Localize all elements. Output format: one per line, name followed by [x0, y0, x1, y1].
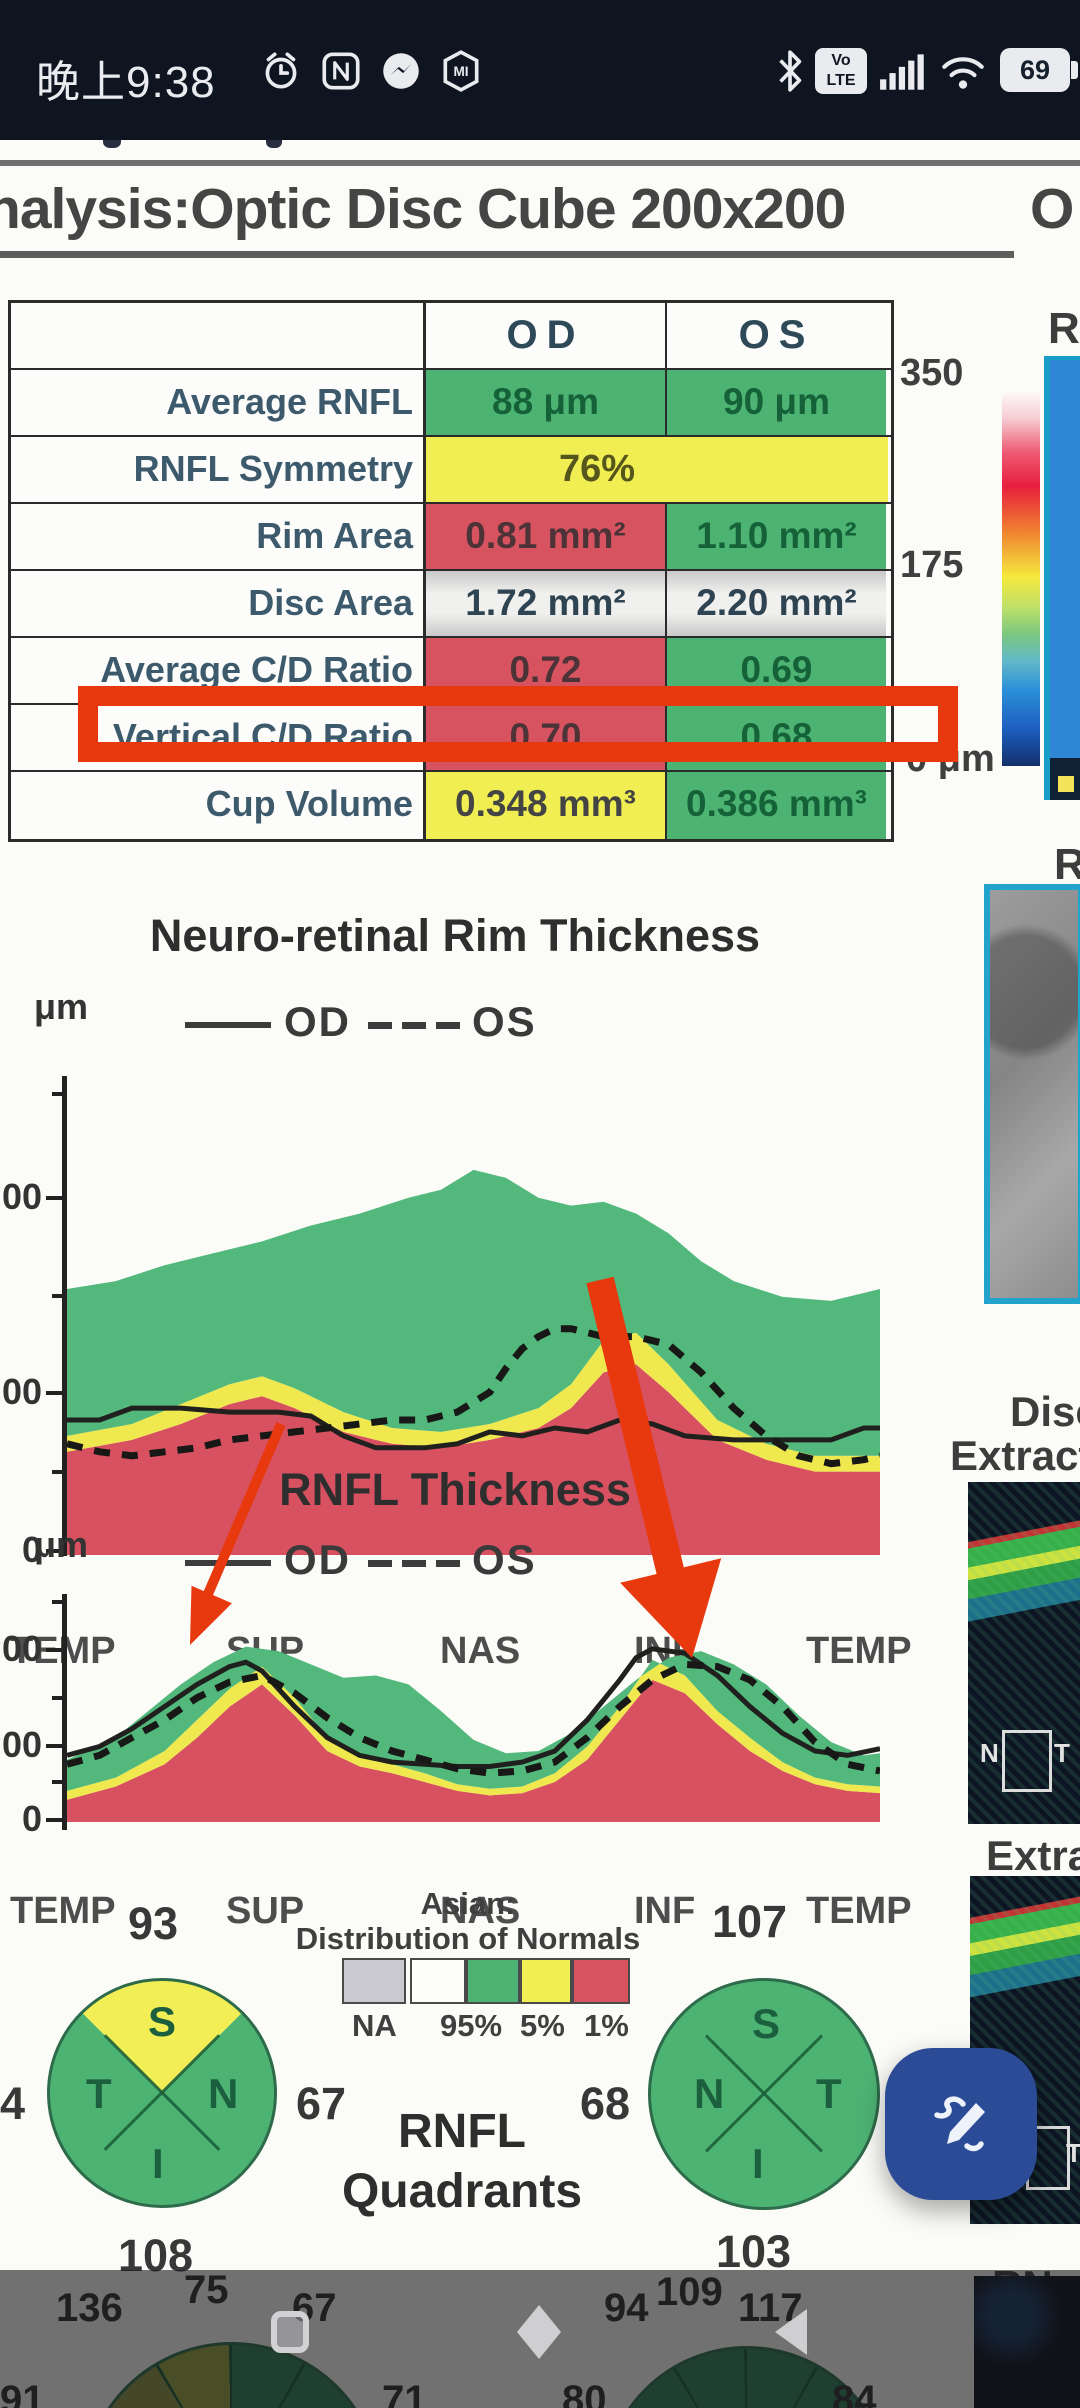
- od-value: 88 μm: [426, 370, 667, 435]
- scale-350: 350: [900, 352, 964, 394]
- rnfl-quadrants-label1: RNFL: [398, 2105, 526, 2158]
- os-value: 90 μm: [667, 370, 886, 435]
- annotation-highlight-rect: [78, 686, 958, 762]
- extracted-horizontal-label: Extracte: [950, 1432, 1080, 1479]
- title-rule-bottom: [0, 251, 1014, 258]
- merged-value: 76%: [426, 437, 888, 502]
- legend-na-box: [342, 1958, 406, 2004]
- os-value: 0.386 mm³: [667, 772, 886, 839]
- chart1-y-axis: [62, 1076, 67, 1556]
- legend-95-box: [466, 1958, 520, 2004]
- mi-icon: MI: [443, 50, 479, 92]
- extracted-horizontal-tomogram-image: N T: [968, 1482, 1080, 1824]
- od-nas-value: 67: [296, 2078, 347, 2129]
- page-title: nalysis:Optic Disc Cube 200x200: [0, 177, 846, 241]
- wifi-icon: [942, 57, 984, 89]
- table-row: RNFL Symmetry 76%: [11, 437, 891, 504]
- title-rule-top: [0, 160, 1080, 166]
- messenger-icon: [383, 53, 419, 89]
- scale-175: 175: [900, 544, 964, 586]
- col-header-os: OS: [667, 303, 886, 368]
- page-title-right-fragment: O: [1030, 177, 1074, 241]
- alarm-icon: [265, 52, 297, 89]
- normals-legend-title2: Distribution of Normals: [295, 1921, 641, 1956]
- nav-recents-button[interactable]: [271, 2311, 309, 2353]
- rnfl-quadrants-label2: Quadrants: [341, 2165, 583, 2218]
- nfc-icon: [322, 52, 360, 90]
- extracted-vertical-label: Extrac: [986, 1832, 1080, 1879]
- os-sup-value: 107: [712, 1896, 788, 1947]
- signal-icon: [880, 54, 924, 90]
- os-inf-value: 103: [716, 2226, 792, 2277]
- od-sup-value: 93: [128, 1898, 179, 1949]
- od-temp-value-clipped: 4: [0, 2078, 26, 2129]
- chart2-plot: [67, 1646, 880, 1822]
- od-value: 0.81 mm²: [426, 504, 667, 569]
- legend-od-line: [185, 1022, 271, 1028]
- table-row: Cup Volume 0.348 mm³ 0.386 mm³: [11, 772, 891, 839]
- status-bar: 晚上9:38 MI Vo LTE: [0, 0, 1080, 140]
- map-title-fragment: R: [1048, 304, 1080, 353]
- annotate-fab-button[interactable]: [885, 2048, 1037, 2200]
- table-row: Disc Area 1.72 mm² 2.20 mm²: [11, 571, 891, 638]
- table-header-row: OD OS: [11, 303, 891, 370]
- legend-1-box: [572, 1958, 630, 2004]
- od-value: 1.72 mm²: [426, 571, 667, 636]
- os-value: 2.20 mm²: [667, 571, 886, 636]
- rnfl-thickness-map-image: [1044, 356, 1080, 800]
- legend-od-line: [185, 1560, 271, 1566]
- battery-icon: 69: [1000, 48, 1070, 92]
- legend-od-label: OD: [284, 998, 351, 1045]
- legend-os-label: OS: [472, 998, 537, 1045]
- fundus-label-fragment: R: [1054, 840, 1080, 889]
- battery-nub: [1071, 61, 1078, 79]
- volte-badge: Vo LTE: [815, 48, 867, 94]
- chart1-ylabel: μm: [34, 986, 89, 1027]
- disc-label-fragment: Disc: [1010, 1388, 1080, 1435]
- thickness-colorbar: [1002, 388, 1040, 766]
- svg-text:MI: MI: [453, 64, 468, 79]
- chart1-title: Neuro-retinal Rim Thickness: [149, 910, 761, 961]
- chart2-y-axis: [62, 1594, 67, 1830]
- od-value: 0.348 mm³: [426, 772, 667, 839]
- legend-os-label: OS: [472, 1536, 537, 1583]
- os-value: 1.10 mm²: [667, 504, 886, 569]
- col-header-od: OD: [426, 303, 667, 368]
- table-row: Average RNFL Thickness 88 μm 90 μm: [11, 370, 891, 486]
- table-row: Rim Area 0.81 mm² 1.10 mm²: [11, 504, 891, 571]
- normals-legend-title1: Asian:: [420, 1886, 516, 1921]
- bluetooth-icon: [779, 50, 802, 92]
- legend-od-label: OD: [284, 1536, 351, 1583]
- chart2-title: RNFL Thickness: [279, 1464, 631, 1515]
- chart2-ylabel: μm: [34, 1524, 89, 1565]
- rnfl-fundus-image: [984, 884, 1080, 1304]
- legend-5-box: [520, 1958, 572, 2004]
- legend-white-box: [410, 1958, 466, 2004]
- pencil-scribble-icon: [934, 2096, 985, 2152]
- os-nas-value: 68: [580, 2078, 631, 2129]
- clock-time: 晚上9:38: [36, 58, 216, 107]
